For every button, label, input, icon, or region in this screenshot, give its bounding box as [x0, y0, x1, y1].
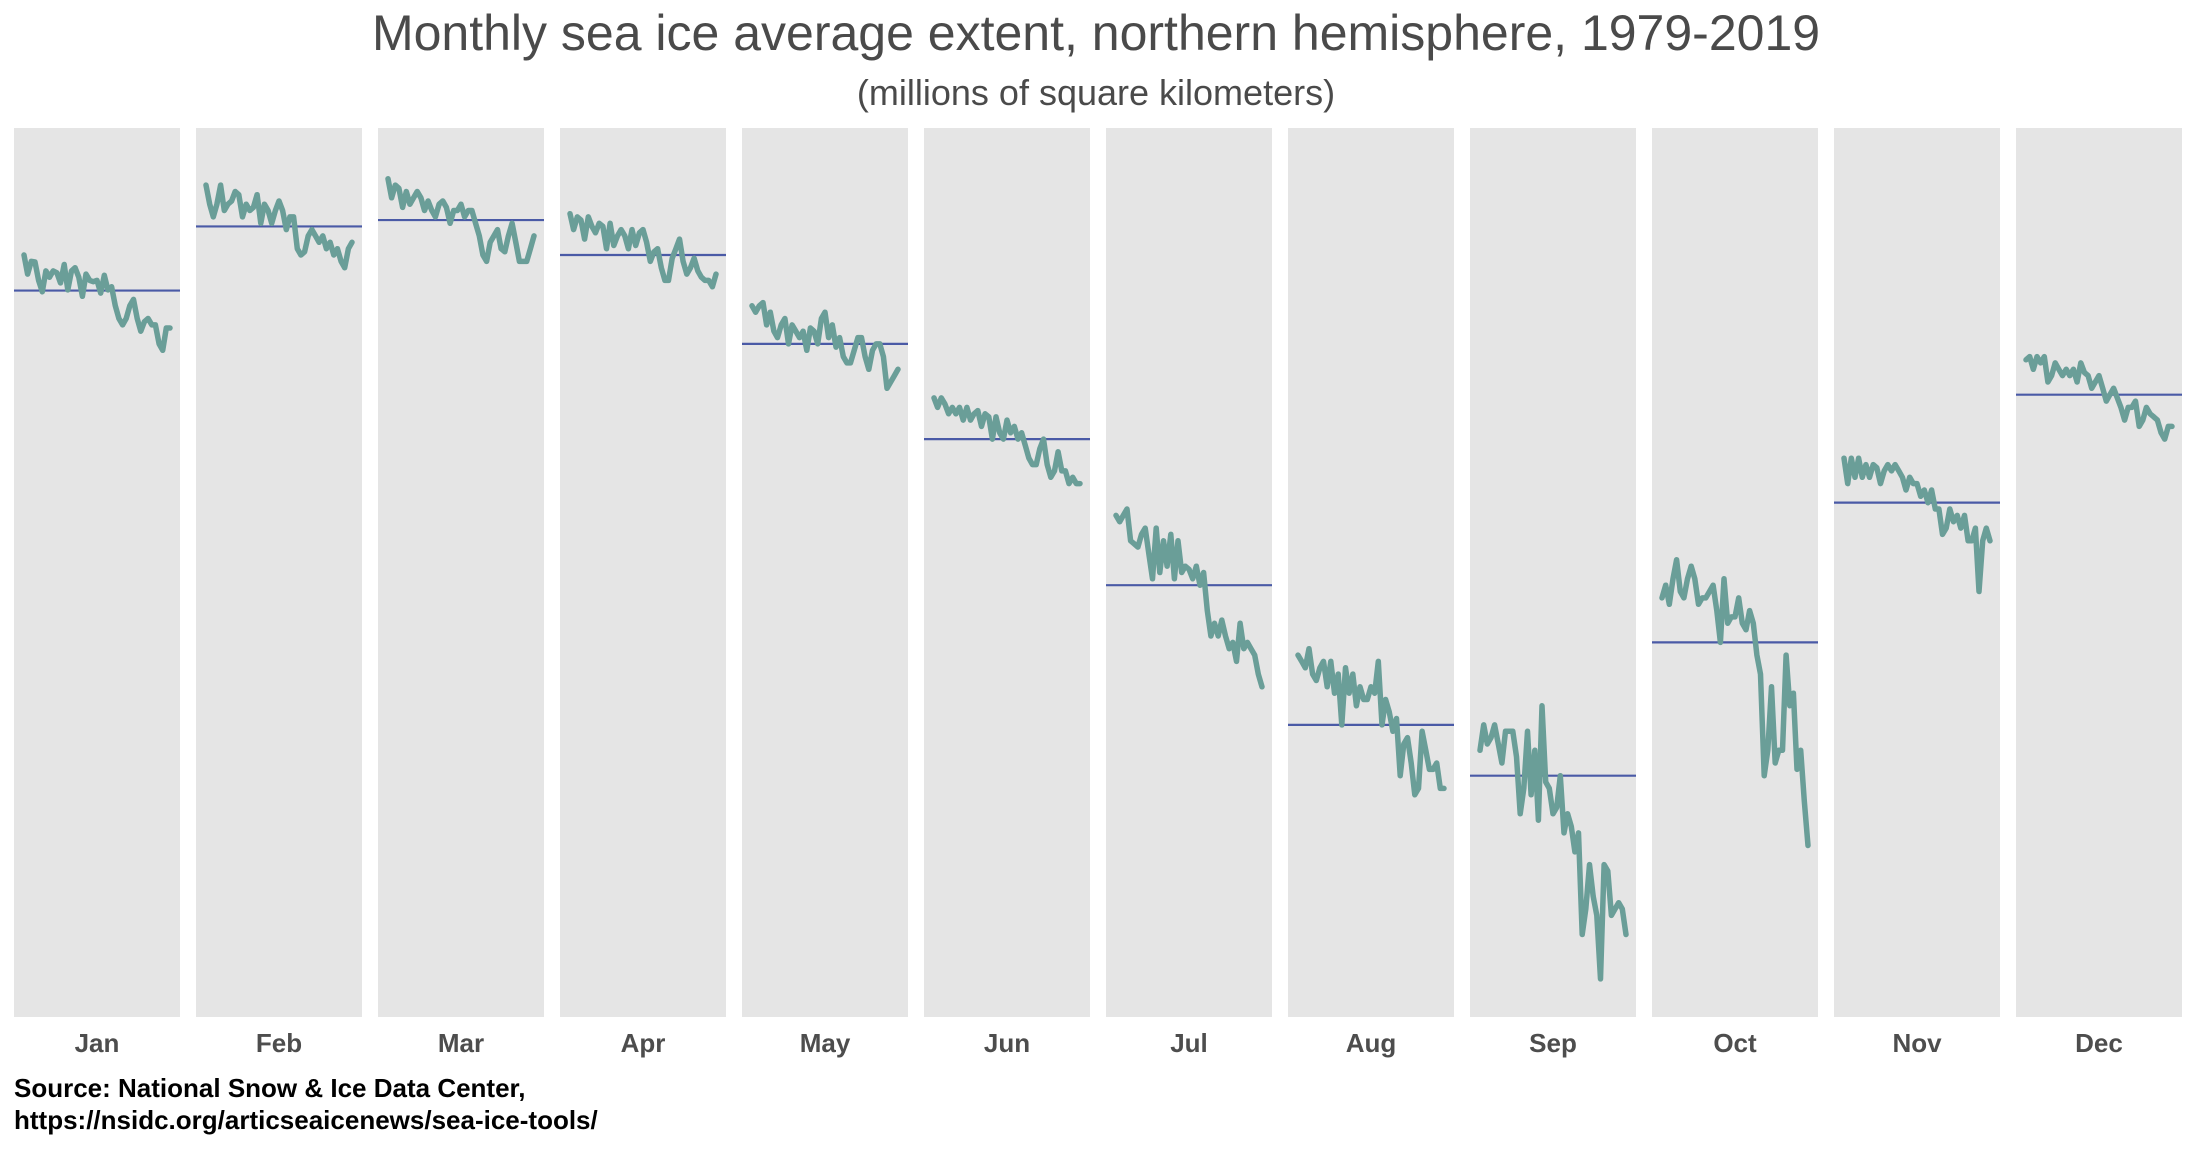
source-line-1: Source: National Snow & Ice Data Center,: [14, 1073, 526, 1103]
panel-background: [2016, 128, 2182, 1017]
facet-aug: Aug: [1288, 128, 1454, 1058]
series-line: [1113, 506, 1265, 690]
series-line: [1841, 455, 1993, 595]
facet-label: Jun: [984, 1028, 1030, 1058]
series-line: [21, 252, 173, 354]
panel-background: [1288, 128, 1454, 1017]
facet-feb: Feb: [196, 128, 362, 1058]
facet-may: May: [742, 128, 908, 1058]
facet-jul: Jul: [1106, 128, 1272, 1058]
chart-title: Monthly sea ice average extent, northern…: [371, 5, 1821, 61]
panel-background: [14, 128, 180, 1017]
panel-background: [742, 128, 908, 1017]
panel-background: [924, 128, 1090, 1017]
panel-background: [560, 128, 726, 1017]
facet-label: Sep: [1529, 1028, 1577, 1058]
facet-label: Jul: [1170, 1028, 1208, 1058]
facet-label: Dec: [2075, 1028, 2123, 1058]
source-line-2: https://nsidc.org/articseaicenews/sea-ic…: [14, 1105, 598, 1135]
series-line: [2023, 353, 2175, 442]
series-line: [1295, 645, 1447, 798]
series-line: [749, 299, 901, 392]
panel-background: [196, 128, 362, 1017]
source-note: Source: National Snow & Ice Data Center,…: [14, 1072, 598, 1136]
facet-jan: Jan: [14, 128, 180, 1058]
chart-subtitle: (millions of square kilometers): [856, 72, 1336, 113]
facet-label: Jan: [75, 1028, 120, 1058]
facet-label: Oct: [1713, 1028, 1757, 1058]
panel-background: [1834, 128, 2000, 1017]
facet-mar: Mar: [378, 128, 544, 1058]
series-line: [567, 210, 719, 290]
facet-label: Feb: [256, 1028, 302, 1058]
facet-apr: Apr: [560, 128, 726, 1058]
facet-label: Nov: [1892, 1028, 1942, 1058]
series-line: [1477, 703, 1629, 982]
facet-label: Aug: [1346, 1028, 1397, 1058]
series-line: [203, 182, 355, 271]
series-line: [931, 395, 1083, 487]
series-line: [1659, 557, 1811, 849]
facet-jun: Jun: [924, 128, 1090, 1058]
facet-nov: Nov: [1834, 128, 2000, 1058]
facet-label: May: [800, 1028, 851, 1058]
facet-label: Mar: [438, 1028, 484, 1058]
series-line: [385, 176, 537, 265]
panel-background: [378, 128, 544, 1017]
facet-dec: Dec: [2016, 128, 2182, 1058]
facet-oct: Oct: [1652, 128, 1818, 1058]
facet-label: Apr: [621, 1028, 666, 1058]
facet-sep: Sep: [1470, 128, 1636, 1058]
